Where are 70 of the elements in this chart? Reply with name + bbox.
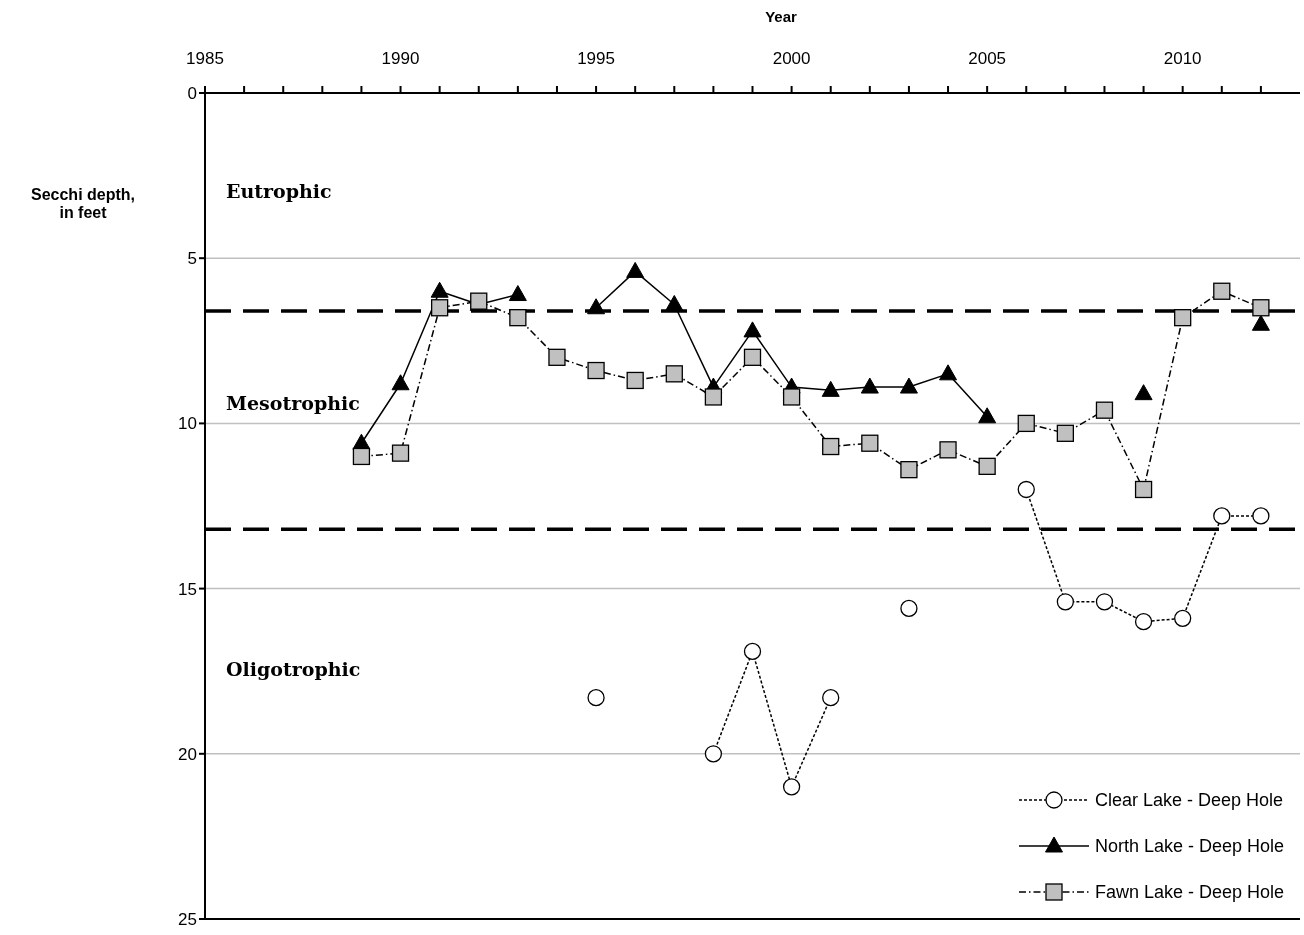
y-tick-label: 15 [178,579,197,599]
y-tick-label: 10 [178,414,197,434]
annotation: Eutrophic [226,180,332,202]
point [587,298,606,315]
point [1251,314,1270,331]
point [1017,480,1035,499]
point [821,380,840,397]
point [1213,507,1231,525]
x-tick-label: 2010 [1163,49,1202,68]
point [704,745,723,763]
point [1017,414,1035,433]
point [1095,401,1114,419]
point [665,294,684,311]
legend-label: North Lake - Deep Hole [1094,835,1284,857]
point [1134,480,1153,499]
y-tick-label: 0 [187,84,197,104]
y-tick-label: 20 [178,744,197,764]
x-tick-label: 1990 [381,49,420,68]
point [1134,384,1153,401]
x-tick-label: 1985 [186,49,224,68]
point [978,457,996,475]
x-tick-label: 1995 [577,49,615,68]
point [509,309,527,327]
point [939,364,958,381]
y-tick-label: 25 [178,910,197,930]
point [939,441,957,459]
legend-label: Fawn Lake - Deep Hole [1094,881,1284,903]
point [1056,424,1075,442]
point [743,321,762,338]
annotation: Mesotrophic [226,392,360,414]
point [900,461,918,479]
point [1213,282,1231,300]
point [391,374,410,391]
point [822,437,840,456]
point [782,388,801,406]
point [1252,299,1270,317]
point [704,388,723,406]
annotation: Oligotrophic [226,658,361,680]
point [743,348,762,366]
legend-label: Clear Lake - Deep Hole [1094,789,1283,811]
point [1056,593,1075,611]
point [1174,309,1192,327]
point [860,377,879,394]
point [587,688,605,707]
point [861,434,879,452]
x-tick-label: 2005 [968,49,1007,68]
point [548,348,566,366]
point [822,688,840,707]
x-tick-label: 2000 [772,49,811,68]
y-tick-label: 5 [187,249,197,269]
x-axis-title: Year [764,8,798,25]
point [978,407,997,424]
point [665,365,683,383]
point [626,371,644,390]
point [391,444,410,462]
point [1174,609,1192,627]
point [508,285,527,302]
point [587,361,605,380]
point [743,642,762,661]
point [899,377,918,394]
point [1252,507,1270,525]
point [626,261,645,278]
point [430,299,449,317]
y-axis-title: Secchi depth, in feet [30,186,136,222]
point [1134,612,1153,631]
point [352,447,371,466]
point [430,281,449,298]
point [782,778,801,796]
point [900,599,918,618]
point [1095,593,1114,611]
